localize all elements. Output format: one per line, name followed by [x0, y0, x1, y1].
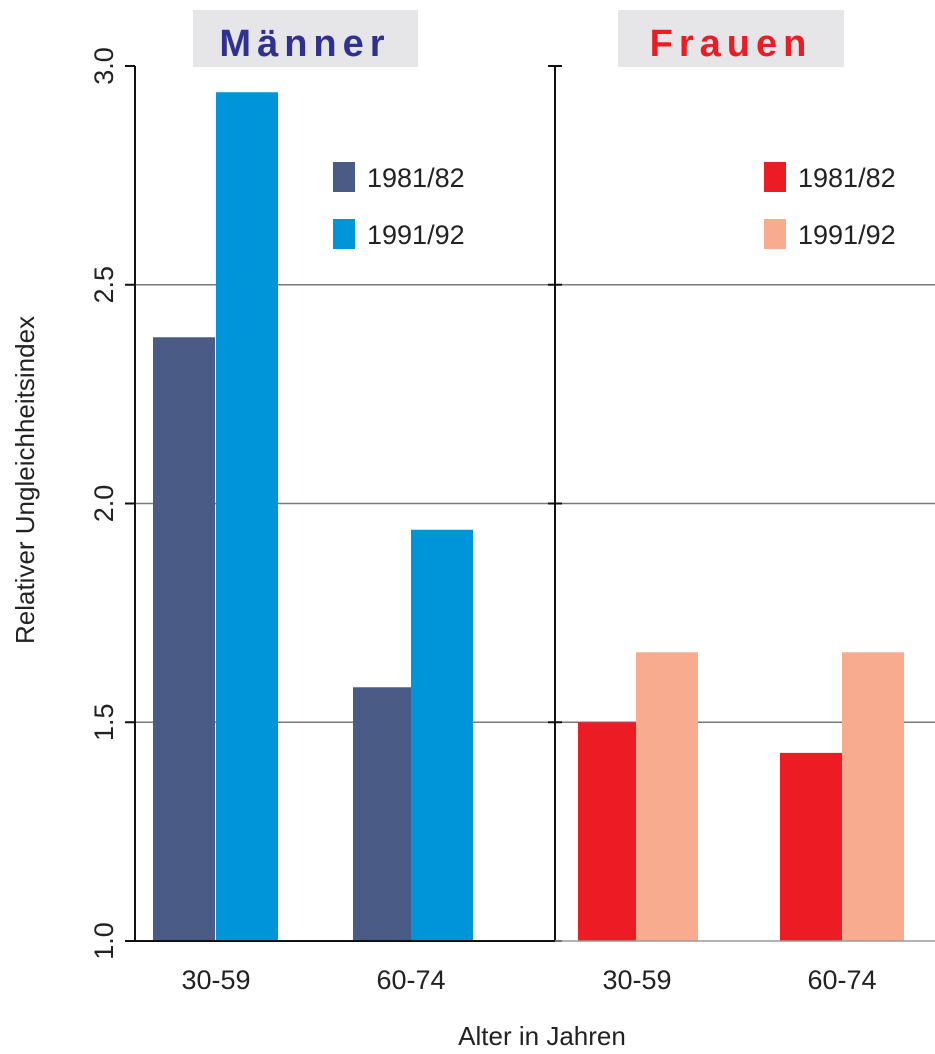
- legend-swatch: [333, 162, 355, 192]
- category-label: 30-59: [602, 965, 671, 995]
- panel-title-box: [193, 10, 418, 67]
- legend-label: 1991/92: [367, 220, 465, 250]
- bar: [353, 687, 415, 941]
- bar: [780, 752, 842, 941]
- y-tick-label: 1.5: [89, 703, 119, 741]
- legend-swatch: [333, 219, 355, 249]
- axes: [125, 65, 935, 942]
- legend-label: 1981/82: [798, 163, 896, 193]
- labels: 1.0 1.5 2.0 2.5 3.0 Männer 30-59 60-74 1981/82 19…: [89, 10, 896, 995]
- y-axis-label: Relativer Ungleichheitsindex: [10, 316, 40, 644]
- bar: [636, 652, 698, 941]
- bar: [842, 652, 904, 941]
- panel-title: Männer: [219, 23, 390, 65]
- bar: [411, 529, 473, 941]
- bar: [578, 722, 640, 941]
- bar: [153, 337, 215, 941]
- y-tick-label: 1.0: [89, 922, 119, 960]
- panel-title: Frauen: [650, 23, 813, 65]
- legend-swatch: [764, 162, 786, 192]
- category-label: 60-74: [807, 965, 876, 995]
- legend-label: 1981/82: [367, 163, 465, 193]
- bars: [153, 92, 904, 941]
- y-tick-label: 2.0: [89, 485, 119, 523]
- legend-label: 1991/92: [798, 220, 896, 250]
- y-tick-label: 3.0: [89, 47, 119, 85]
- x-axis-label: Alter in Jahren: [458, 1021, 626, 1051]
- legend-swatch: [764, 219, 786, 249]
- y-tick-label: 2.5: [89, 266, 119, 304]
- category-label: 30-59: [181, 965, 250, 995]
- bar: [216, 92, 278, 941]
- panel-title-box: [618, 10, 844, 67]
- category-label: 60-74: [376, 965, 445, 995]
